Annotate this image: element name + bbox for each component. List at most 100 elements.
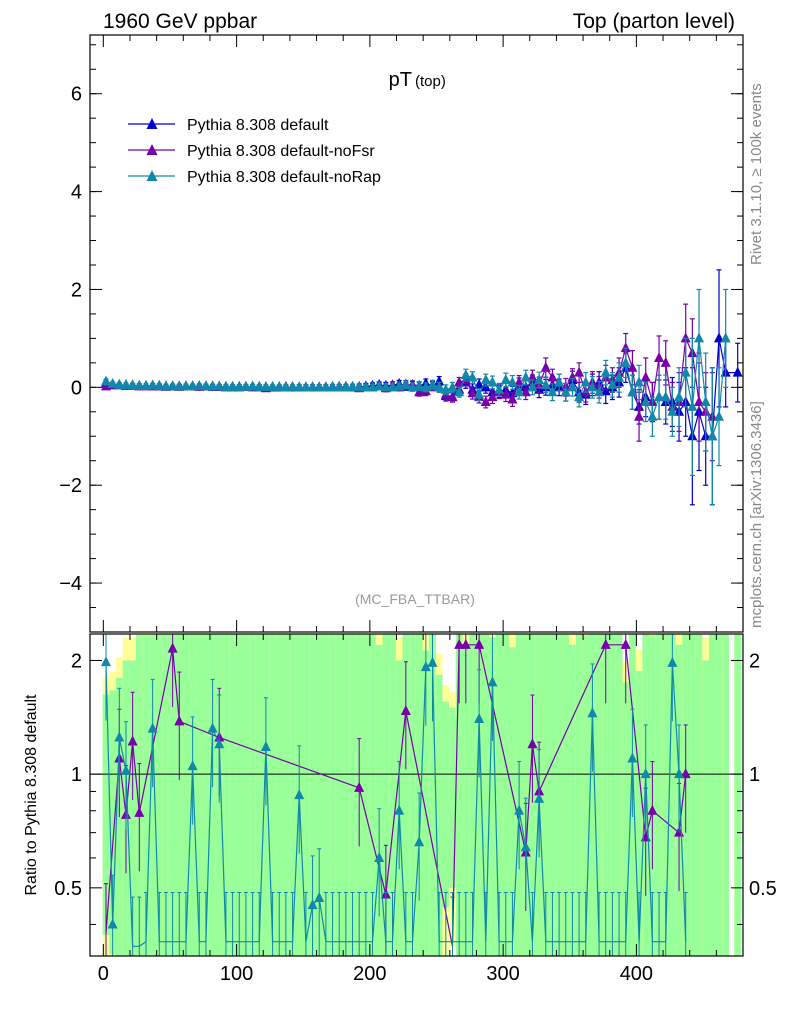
ratio-data-point-marker: [587, 707, 598, 718]
data-point-marker: [547, 386, 558, 397]
ratio-data-point-marker: [627, 752, 638, 763]
ratio-band-inner: [195, 634, 203, 956]
ratio-band-inner: [475, 634, 483, 956]
main-frame: [89, 34, 744, 633]
data-point-marker: [554, 376, 565, 387]
ratio-band-inner: [455, 634, 463, 956]
ratio-data-point-marker: [187, 760, 198, 771]
ratio-data-point-marker: [674, 768, 685, 779]
data-point-marker: [507, 376, 518, 387]
data-point-marker: [694, 332, 705, 343]
ratio-band-inner: [695, 634, 703, 956]
ratio-data-point-marker: [394, 804, 405, 815]
data-point-marker: [220, 380, 231, 391]
ratio-band-inner: [549, 634, 556, 956]
data-point-marker: [487, 376, 498, 387]
ratio-band-inner: [509, 647, 516, 956]
data-point-marker: [334, 381, 345, 392]
x-tick-label: 400: [620, 963, 653, 985]
data-point-marker: [247, 380, 258, 391]
data-point-marker: [500, 388, 511, 399]
ratio-data-point-marker: [107, 918, 118, 929]
data-point-marker: [174, 380, 185, 391]
ratio-band-inner: [702, 660, 710, 956]
ratio-plot-panel: 0.5 0.5 1 1 2 2 0 100 200 300 400 Ratio to Pythia …: [23, 633, 777, 985]
ratio-band-inner: [109, 690, 116, 955]
data-point-marker: [714, 410, 725, 421]
x-tick-label: 300: [486, 963, 519, 985]
plot-title-sub: (top): [415, 73, 446, 90]
data-point-marker: [380, 381, 391, 392]
ratio-band-inner: [409, 634, 416, 956]
ratio-band-inner: [402, 634, 410, 956]
data-point-marker: [700, 396, 711, 407]
data-point-marker: [620, 342, 631, 353]
ratio-data-point-marker: [460, 638, 471, 649]
data-point-marker: [520, 386, 531, 397]
data-point-marker: [207, 380, 218, 391]
ratio-data-point-marker: [307, 899, 318, 910]
ratio-band-inner: [589, 634, 596, 956]
series-line: [105, 338, 727, 439]
data-point-marker: [527, 371, 538, 382]
data-point-marker: [680, 332, 691, 343]
data-point-marker: [660, 356, 671, 367]
ratio-band-inner: [255, 634, 263, 956]
energy-label: 1960 GeV ppbar: [103, 10, 257, 33]
rivet-version-label: Rivet 3.1.10, ≥ 100k events: [748, 83, 765, 265]
ratio-data-point-marker: [147, 722, 158, 733]
data-point-marker: [594, 386, 605, 397]
mcplots-label: mcplots.cern.ch [arXiv:1306.3436]: [748, 401, 765, 628]
data-point-marker: [200, 380, 211, 391]
ratio-band-inner: [229, 634, 236, 956]
legend: Pythia 8.308 default Pythia 8.308 defaul…: [128, 117, 381, 186]
data-point-marker: [494, 383, 505, 394]
ratio-band-inner: [222, 634, 230, 956]
data-point-marker: [140, 379, 151, 390]
ratio-y-tick-label-right: 0.5: [749, 878, 777, 900]
ratio-data-point-marker: [640, 768, 651, 779]
data-point-marker: [427, 378, 438, 389]
data-point-marker: [540, 378, 551, 389]
data-point-marker: [347, 380, 358, 391]
ratio-data-point-marker: [454, 638, 465, 649]
data-point-marker: [474, 378, 485, 389]
data-point-marker: [574, 366, 585, 377]
ratio-band-inner: [662, 634, 670, 956]
ratio-band-inner: [335, 634, 343, 956]
ratio-data-point-marker: [420, 661, 431, 672]
ratio-band-inner: [375, 644, 383, 956]
legend-entry-nofsr: Pythia 8.308 default-noFsr: [128, 143, 375, 160]
data-point-marker: [274, 380, 285, 391]
ratio-data-point-marker: [127, 735, 138, 746]
data-point-marker: [600, 366, 611, 377]
data-point-marker: [567, 381, 578, 392]
ratio-data-point-marker: [260, 740, 271, 751]
data-point-marker: [454, 386, 465, 397]
data-point-marker: [627, 361, 638, 372]
ratio-band-inner: [429, 634, 436, 956]
series-2-group: [100, 288, 731, 506]
ratio-band-inner: [209, 634, 216, 956]
data-point-marker: [534, 373, 545, 384]
ratio-band-inner: [249, 634, 256, 956]
ratio-data-point-marker: [174, 715, 185, 726]
data-point-marker: [660, 391, 671, 402]
ratio-data-point-marker: [527, 738, 538, 749]
data-point-marker: [307, 381, 318, 392]
ratio-band-inner: [102, 694, 110, 936]
ratio-band-inner: [435, 674, 443, 956]
ratio-band-inner: [322, 634, 330, 956]
ratio-data-point-marker: [167, 642, 178, 653]
ratio-band-inner: [202, 634, 210, 956]
data-point-marker: [354, 381, 365, 392]
x-tick-label: 200: [353, 963, 386, 985]
ratio-band-inner: [615, 634, 623, 956]
ratio-axes: 0.5 0.5 1 1 2 2 0 100 200 300 400: [54, 634, 777, 985]
ratio-band-inner: [275, 634, 283, 956]
data-point-marker: [180, 380, 191, 391]
ratio-band-inner: [482, 634, 490, 956]
data-point-marker: [627, 386, 638, 397]
ratio-band-inner: [562, 634, 570, 956]
data-point-marker: [294, 381, 305, 392]
